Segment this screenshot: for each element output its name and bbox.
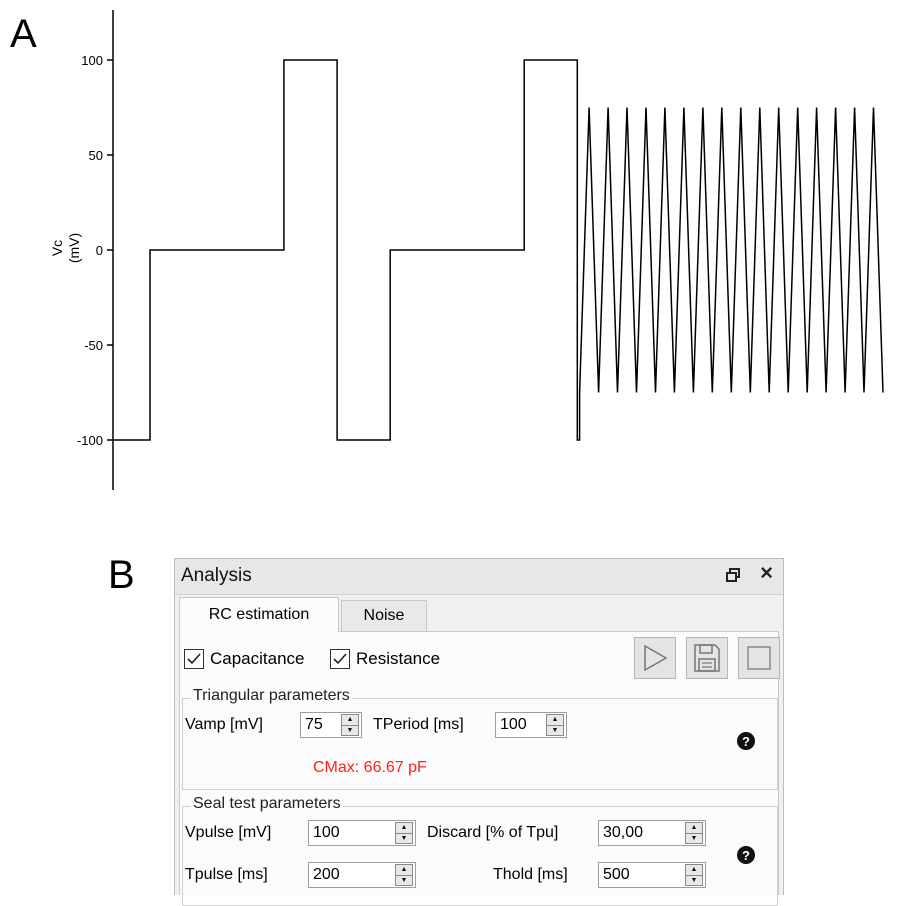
vpulse-label: Vpulse [mV] bbox=[185, 824, 272, 841]
resistance-checkbox[interactable]: Resistance bbox=[330, 649, 440, 669]
tperiod-label: TPeriod [ms] bbox=[373, 716, 464, 733]
tperiod-stepper[interactable]: ▲ ▼ bbox=[546, 714, 564, 736]
tab-noise[interactable]: Noise bbox=[341, 600, 427, 631]
capacitance-label: Capacitance bbox=[210, 649, 305, 668]
close-icon[interactable]: × bbox=[760, 560, 773, 585]
tpulse-spinbox[interactable]: ▲▼ bbox=[308, 862, 416, 888]
y-axis-label: Vc (mV) bbox=[49, 233, 82, 263]
save-button[interactable] bbox=[686, 637, 728, 679]
thold-stepper[interactable]: ▲ ▼ bbox=[685, 864, 703, 886]
discard-spinbox[interactable]: ▲▼ bbox=[598, 820, 706, 846]
vamp-label: Vamp [mV] bbox=[185, 716, 263, 733]
panel-label-b: B bbox=[108, 553, 135, 597]
save-icon bbox=[694, 644, 720, 672]
thold-spinbox[interactable]: ▲▼ bbox=[598, 862, 706, 888]
panel-label-a: A bbox=[10, 12, 37, 56]
seal-test-parameters-group: Seal test parameters Vpulse [mV] ▲▼ Disc… bbox=[182, 795, 778, 906]
stop-button[interactable] bbox=[738, 637, 780, 679]
thold-label: Thold [ms] bbox=[493, 866, 568, 883]
tab-label: Noise bbox=[363, 607, 405, 624]
y-tick-label: -100 bbox=[77, 433, 103, 448]
tab-rc-estimation[interactable]: RC estimation bbox=[179, 597, 339, 632]
dock-title-bar[interactable]: Analysis × bbox=[175, 559, 783, 595]
triangular-group-title: Triangular parameters bbox=[191, 687, 352, 705]
y-tick-label: 100 bbox=[81, 53, 103, 68]
y-tick-label: -50 bbox=[84, 338, 103, 353]
stop-icon bbox=[747, 646, 771, 670]
discard-stepper[interactable]: ▲ ▼ bbox=[685, 822, 703, 844]
analysis-dock: Analysis × RC estimation Noise Capacitan… bbox=[174, 558, 784, 906]
cmax-readout: CMax: 66.67 pF bbox=[313, 759, 427, 776]
capacitance-checkbox[interactable]: Capacitance bbox=[184, 649, 305, 669]
help-icon[interactable]: ? bbox=[737, 846, 755, 864]
play-icon bbox=[644, 644, 668, 672]
y-tick-label: 50 bbox=[89, 148, 103, 163]
discard-label: Discard [% of Tpu] bbox=[427, 824, 559, 841]
dock-title: Analysis bbox=[181, 565, 252, 586]
voltage-command-chart: 100 50 0 -50 -100 Vc (mV) bbox=[49, 10, 884, 490]
tperiod-input[interactable] bbox=[496, 715, 546, 735]
help-icon[interactable]: ? bbox=[737, 732, 755, 750]
vamp-spinbox[interactable]: ▲▼ bbox=[300, 712, 362, 738]
tpulse-label: Tpulse [ms] bbox=[185, 866, 268, 883]
vpulse-spinbox[interactable]: ▲▼ bbox=[308, 820, 416, 846]
resistance-label: Resistance bbox=[356, 649, 441, 668]
voltage-trace bbox=[113, 59, 884, 441]
discard-input[interactable] bbox=[599, 823, 685, 843]
vamp-stepper[interactable]: ▲ ▼ bbox=[341, 714, 359, 736]
run-button[interactable] bbox=[634, 637, 676, 679]
rc-estimation-panel: Capacitance Resistance bbox=[179, 631, 780, 906]
tperiod-spinbox[interactable]: ▲▼ bbox=[495, 712, 567, 738]
check-icon bbox=[184, 649, 204, 669]
thold-input[interactable] bbox=[599, 865, 685, 885]
triangular-parameters-group: Triangular parameters Vamp [mV] ▲▼ TPeri… bbox=[182, 687, 778, 790]
tpulse-input[interactable] bbox=[309, 865, 395, 885]
tab-label: RC estimation bbox=[208, 606, 310, 623]
vpulse-input[interactable] bbox=[309, 823, 395, 843]
check-icon bbox=[330, 649, 350, 669]
seal-group-title: Seal test parameters bbox=[191, 795, 343, 813]
tpulse-stepper[interactable]: ▲ ▼ bbox=[395, 864, 413, 886]
y-axis-ticks: 100 50 0 -50 -100 bbox=[77, 53, 113, 448]
y-axis-label-line2: (mV) bbox=[66, 233, 82, 263]
vpulse-stepper[interactable]: ▲ ▼ bbox=[395, 822, 413, 844]
y-tick-label: 0 bbox=[96, 243, 103, 258]
y-axis-label-line1: Vc bbox=[49, 240, 65, 256]
float-icon[interactable] bbox=[725, 567, 741, 583]
vamp-input[interactable] bbox=[301, 715, 341, 735]
